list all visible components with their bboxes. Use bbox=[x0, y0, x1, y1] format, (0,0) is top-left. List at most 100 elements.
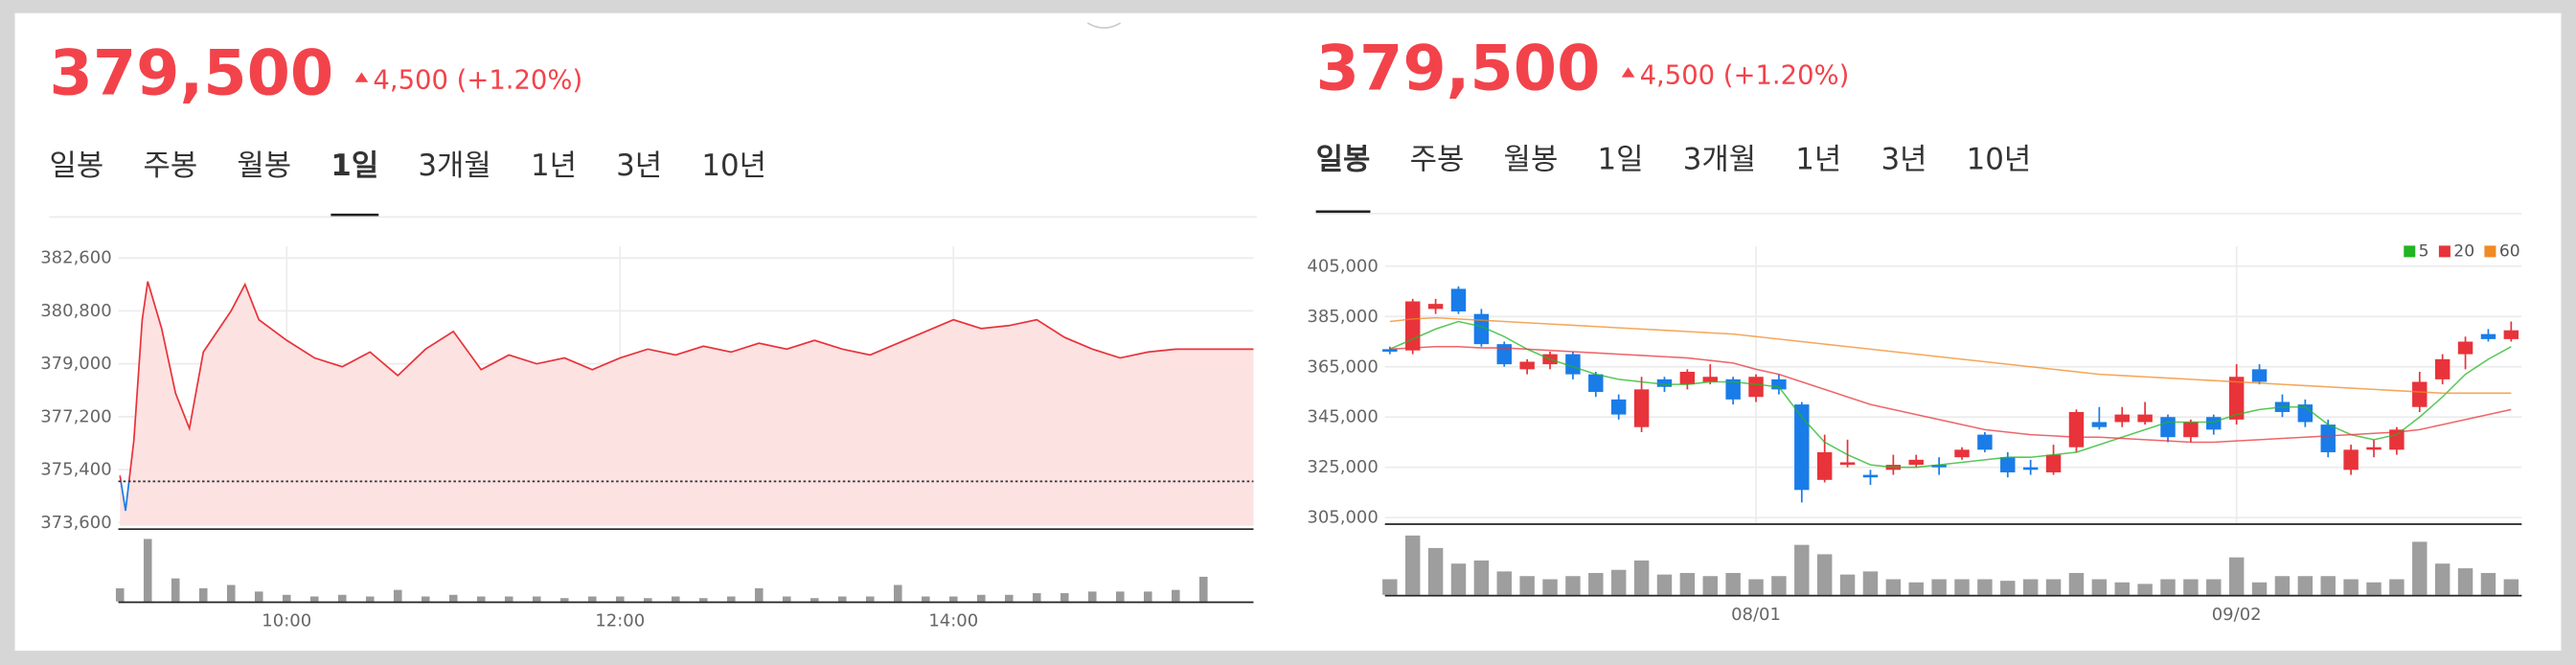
volume-bar bbox=[532, 596, 541, 602]
period-tab[interactable]: 3개월 bbox=[418, 149, 490, 183]
period-tab[interactable]: 1년 bbox=[531, 149, 577, 183]
candle-body bbox=[1954, 449, 1970, 458]
period-tab[interactable]: 10년 bbox=[701, 149, 766, 183]
volume-bar bbox=[2366, 582, 2382, 595]
period-tab[interactable]: 10년 bbox=[1967, 142, 2032, 176]
period-tab[interactable]: 3년 bbox=[1881, 142, 1926, 176]
volume-bar bbox=[2297, 576, 2314, 595]
moving-average-line bbox=[1389, 320, 2512, 469]
volume-bar bbox=[1473, 560, 1490, 595]
period-tab[interactable]: 주봉 bbox=[1410, 142, 1465, 176]
volume-bar bbox=[1143, 591, 1152, 602]
candle-body bbox=[2045, 454, 2062, 472]
legend-swatch bbox=[2438, 245, 2451, 258]
volume-bar bbox=[1839, 574, 1856, 595]
y-tick-label: 325,000 bbox=[1307, 457, 1378, 477]
volume-bar bbox=[1519, 576, 1535, 595]
period-tab[interactable]: 일봉 bbox=[1316, 142, 1371, 176]
volume-bar bbox=[2114, 582, 2130, 595]
period-tab[interactable]: 1일 bbox=[1598, 142, 1644, 176]
volume-bar bbox=[476, 596, 486, 602]
volume-bar bbox=[865, 596, 875, 602]
y-tick-label: 382,600 bbox=[40, 248, 111, 268]
candle-body bbox=[1473, 313, 1490, 345]
period-tab[interactable]: 월봉 bbox=[237, 149, 291, 183]
candle-body bbox=[2389, 429, 2405, 450]
candle-body bbox=[2137, 414, 2153, 423]
volume-bar bbox=[1450, 563, 1467, 595]
volume-bar bbox=[2206, 579, 2222, 595]
x-tick-label: 14:00 bbox=[928, 611, 978, 631]
candle-body bbox=[1519, 361, 1535, 370]
candle-body bbox=[1588, 374, 1604, 392]
volume-bar bbox=[1977, 579, 1993, 595]
period-tab[interactable]: 3개월 bbox=[1683, 142, 1756, 176]
volume-bar bbox=[1908, 582, 1924, 595]
volume-bar bbox=[671, 596, 680, 602]
volume-bar bbox=[2183, 579, 2199, 595]
volume-bar bbox=[2274, 576, 2291, 595]
volume-bar bbox=[254, 591, 263, 602]
period-tab[interactable]: 일봉 bbox=[50, 149, 104, 183]
volume-bar bbox=[2022, 579, 2039, 595]
candle-body bbox=[2366, 447, 2382, 450]
candle-body bbox=[1633, 389, 1650, 427]
candle-body bbox=[1862, 474, 1879, 478]
volume-bar bbox=[2480, 572, 2496, 595]
volume-bar bbox=[226, 585, 236, 602]
period-tab[interactable]: 월봉 bbox=[1504, 142, 1559, 176]
volume-bar bbox=[309, 596, 319, 602]
volume-bar bbox=[1198, 576, 1208, 602]
moving-average-line bbox=[1389, 316, 2512, 395]
period-tab[interactable]: 1일 bbox=[331, 149, 378, 183]
candle-body bbox=[2343, 449, 2359, 470]
period-tab[interactable]: 3년 bbox=[616, 149, 662, 183]
volume-bar bbox=[2434, 563, 2451, 595]
legend-swatch bbox=[2404, 245, 2416, 258]
volume-bar bbox=[337, 594, 347, 602]
candle-body bbox=[2206, 417, 2222, 430]
period-tab[interactable]: 1년 bbox=[1795, 142, 1841, 176]
moving-average-line bbox=[1389, 345, 2512, 444]
scroll-handle bbox=[1086, 22, 1122, 30]
volume-bar bbox=[1862, 571, 1879, 595]
volume-bar bbox=[115, 587, 125, 602]
candle-body bbox=[2068, 411, 2085, 447]
candle-body bbox=[2434, 358, 2451, 379]
volume-bar bbox=[365, 596, 375, 602]
price-line bbox=[119, 281, 1254, 482]
candle-body bbox=[2000, 457, 2016, 472]
candle-body bbox=[2503, 330, 2519, 339]
up-arrow-icon bbox=[354, 72, 369, 82]
y-tick-label: 375,400 bbox=[40, 460, 111, 480]
volume-bar bbox=[2091, 579, 2108, 595]
volume-bar bbox=[2503, 579, 2519, 595]
volume-bar bbox=[809, 598, 819, 602]
volume-bar bbox=[1404, 535, 1421, 595]
y-tick-label: 345,000 bbox=[1307, 407, 1378, 427]
y-tick-label: 377,200 bbox=[40, 406, 111, 426]
candle-body bbox=[2114, 414, 2130, 423]
volume-bar bbox=[1565, 576, 1581, 595]
volume-bar bbox=[976, 594, 986, 602]
candle-body bbox=[1839, 462, 1856, 466]
candle-body bbox=[1931, 465, 1947, 468]
candle-body bbox=[1496, 344, 1512, 365]
volume-bar bbox=[782, 596, 791, 602]
candle-body bbox=[2320, 424, 2336, 452]
volume-bar bbox=[2343, 579, 2359, 595]
volume-bar bbox=[1954, 579, 1970, 595]
legend-label: 5 bbox=[2419, 241, 2429, 261]
candle-body bbox=[2457, 341, 2473, 355]
candle-body bbox=[2480, 333, 2496, 339]
volume-bar bbox=[1004, 594, 1014, 602]
volume-bar bbox=[2320, 576, 2336, 595]
candle-body bbox=[2091, 422, 2108, 427]
volume-bar bbox=[2412, 541, 2428, 595]
period-tab[interactable]: 주봉 bbox=[143, 149, 197, 183]
volume-bar bbox=[1679, 572, 1696, 595]
x-tick-label: 12:00 bbox=[595, 611, 645, 631]
volume-bar bbox=[754, 587, 764, 602]
up-arrow-icon bbox=[1621, 67, 1635, 78]
volume-bar bbox=[1610, 569, 1627, 595]
